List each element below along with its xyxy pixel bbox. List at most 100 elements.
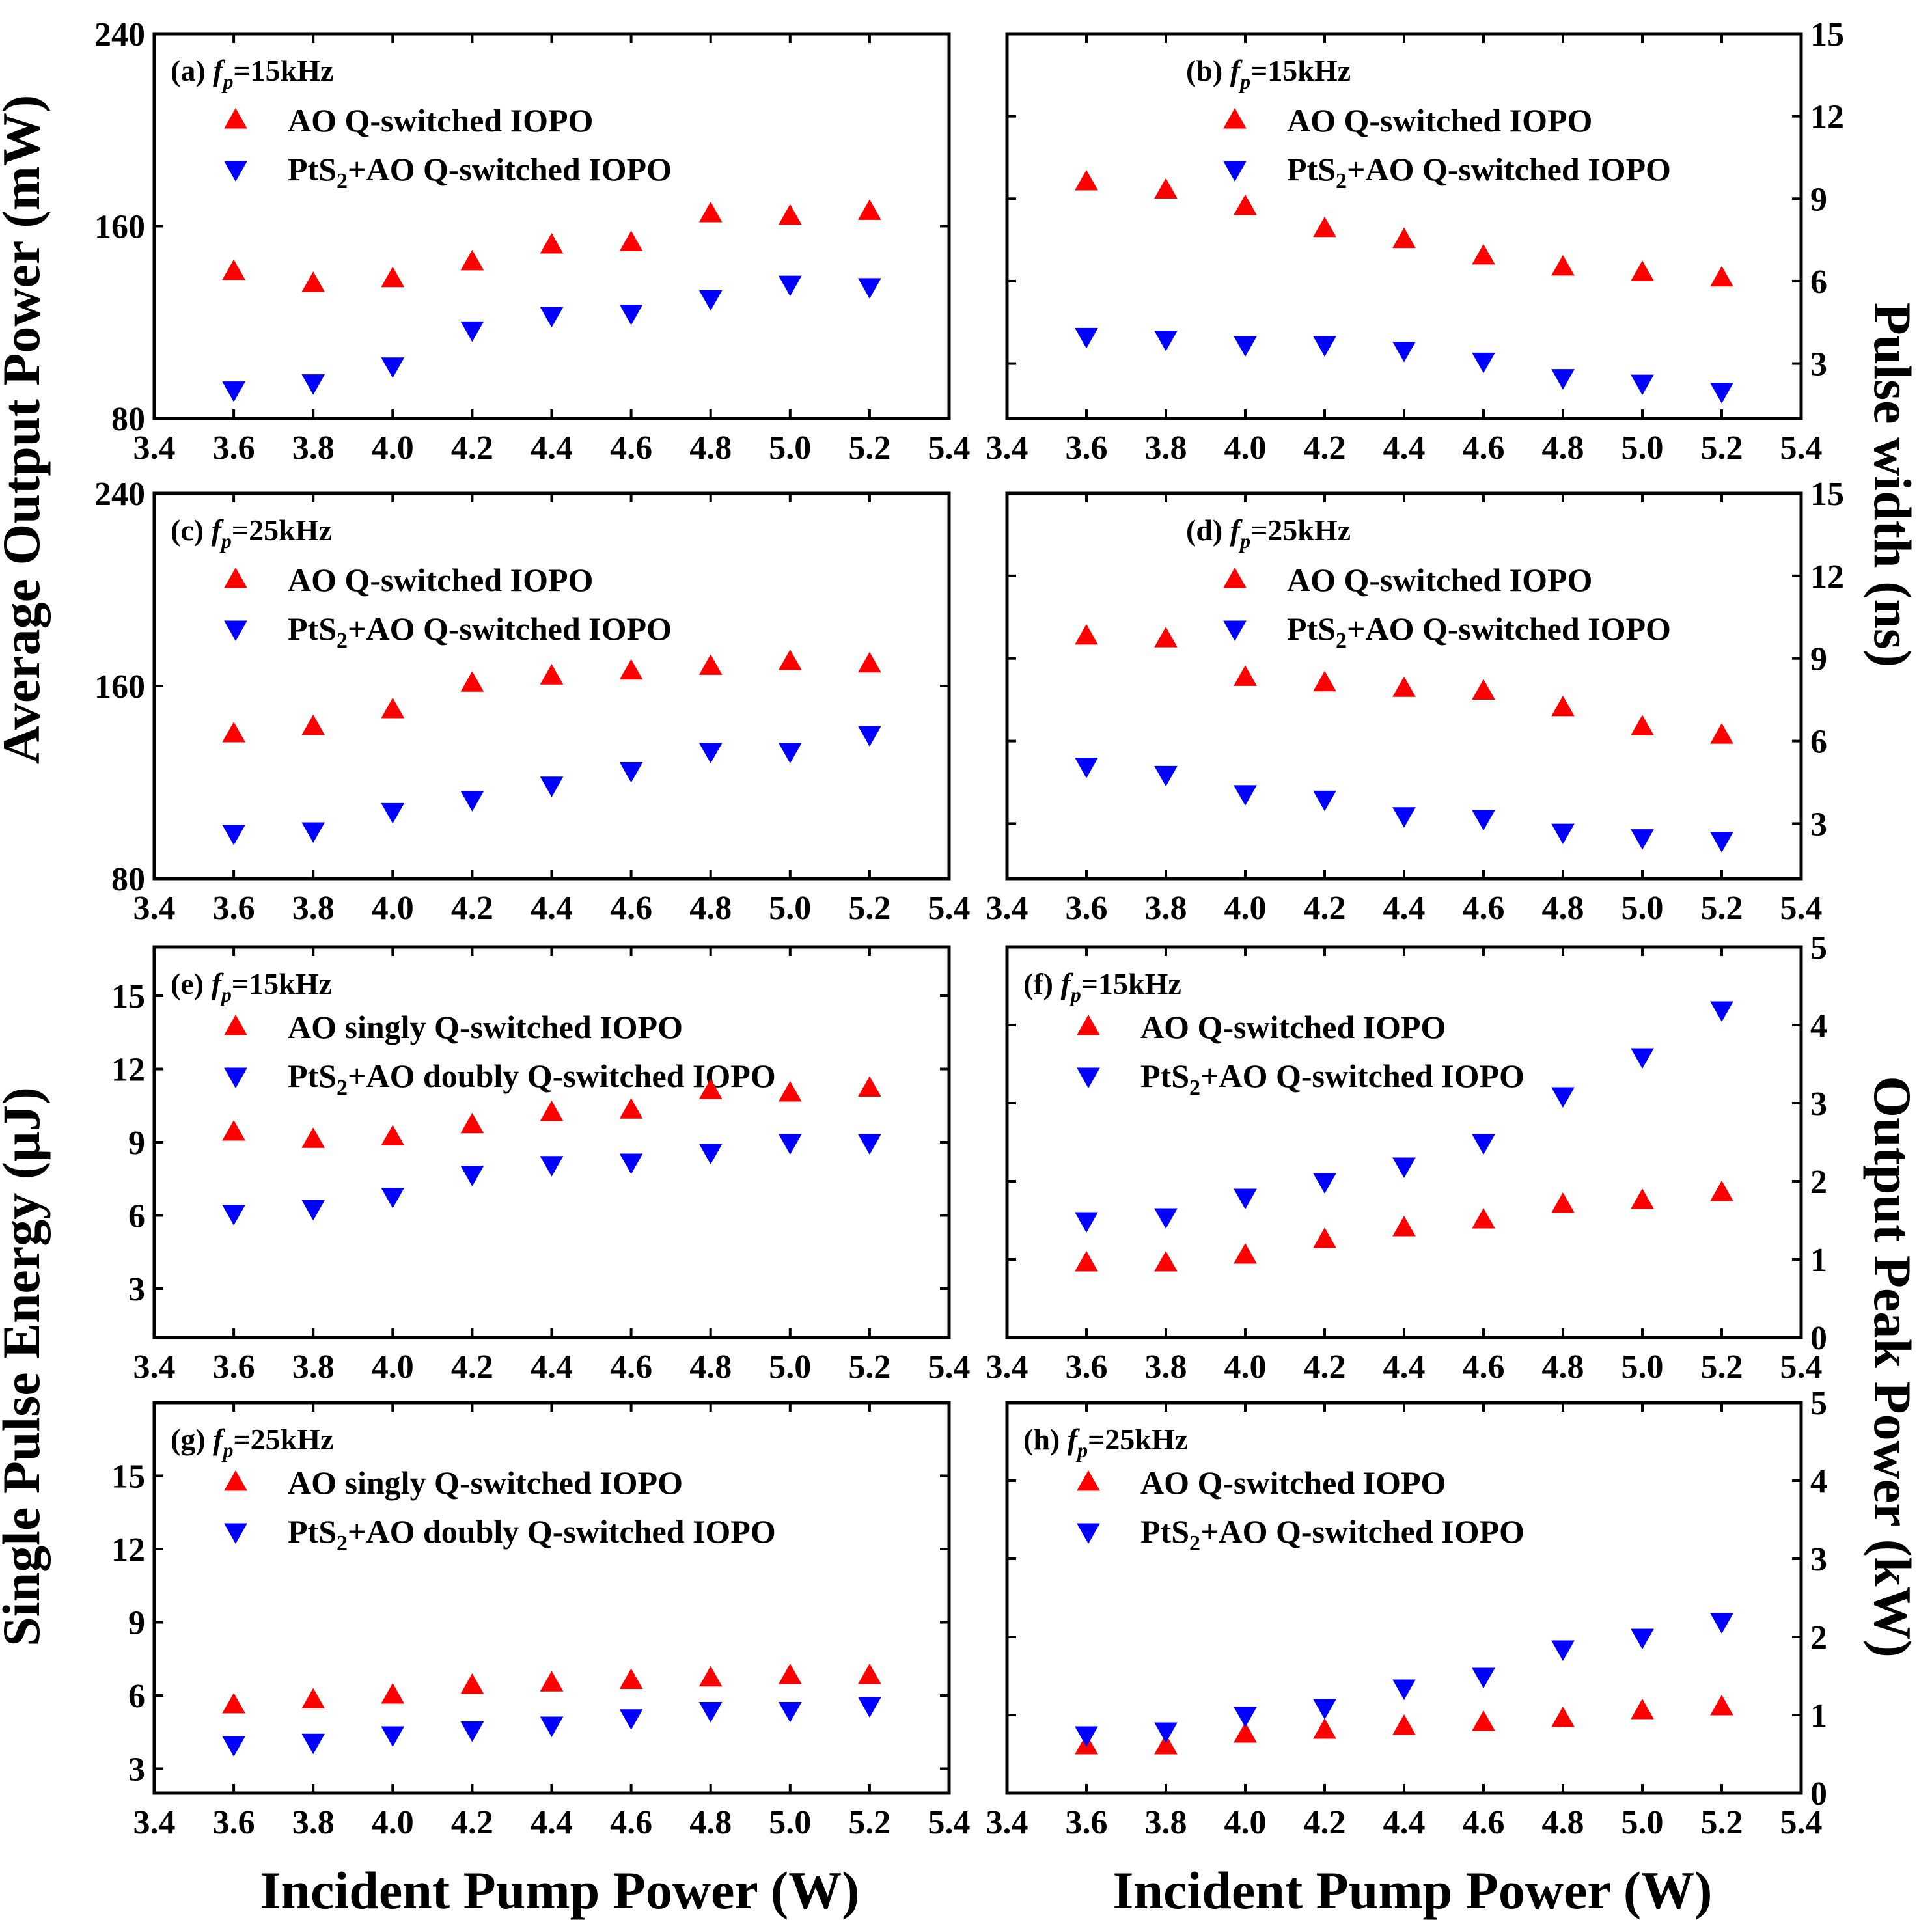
x-tick-label: 3.6 — [1066, 1804, 1108, 1841]
plot-frame — [152, 945, 951, 1339]
y-tick-label: 15 — [111, 1459, 145, 1496]
y-tick-label: 0 — [1810, 1776, 1827, 1813]
legend-marker — [224, 161, 247, 182]
y-tick-label: 80 — [111, 861, 145, 898]
panel-c: 3.4 3.6 3.8 4.0 4.2 4.4 4.6 4.8 5.0 5.2 5.4 80 160 24… — [94, 476, 971, 927]
legend-label-main: AO Q-switched IOPO — [288, 562, 593, 598]
legend-label-main: AO Q-switched IOPO — [1287, 562, 1592, 598]
x-tick-label: 5.0 — [1622, 1804, 1664, 1841]
data-point — [1234, 1188, 1257, 1210]
data-point — [1154, 1208, 1178, 1229]
panel-label-f: f — [213, 54, 226, 87]
x-tick-label: 4.0 — [1224, 430, 1267, 467]
data-point — [222, 381, 245, 402]
data-point — [1234, 1707, 1257, 1728]
xlabel-left: Incident Pump Power (W) — [260, 1861, 860, 1920]
x-tick-label: 3.4 — [133, 1804, 176, 1841]
panel-d: 3.4 3.6 3.8 4.0 4.2 4.4 4.6 4.8 5.0 5.2 5.4 3 6 9 12 15… — [986, 476, 1845, 927]
legend-label: AO singly Q-switched IOPO — [288, 1009, 683, 1045]
y-tick-label: 3 — [128, 1751, 145, 1789]
data-point — [1392, 227, 1416, 249]
x-tick-label: 5.4 — [928, 1349, 971, 1386]
legend-marker — [224, 567, 247, 588]
x-tick-label: 3.4 — [986, 1349, 1028, 1386]
legend-label-main: PtS — [1140, 1058, 1189, 1094]
data-point — [1631, 1628, 1654, 1650]
x-tick-label: 4.0 — [372, 430, 414, 467]
data-point — [222, 1736, 245, 1757]
data-point — [460, 1112, 484, 1134]
data-point — [619, 1098, 643, 1119]
x-tick-label: 3.8 — [1145, 1804, 1187, 1841]
data-point — [778, 649, 802, 670]
data-point — [1234, 336, 1257, 357]
data-point — [1710, 383, 1733, 404]
panel-a: 3.4 3.6 3.8 4.0 4.2 4.4 4.6 4.8 5.0 5.2 5.4 80 160 24… — [94, 16, 971, 467]
panel-label-id: (a) — [171, 54, 213, 87]
data-point — [1710, 1180, 1733, 1201]
panel-label-id: (g) — [171, 1423, 213, 1456]
legend-label: AO Q-switched IOPO — [1140, 1464, 1446, 1501]
panel-label: (g) fp=25kHz — [171, 1423, 333, 1462]
y-tick-label: 6 — [128, 1678, 145, 1715]
legend-label-post: +AO Q-switched IOPO — [348, 151, 672, 187]
x-tick-label: 5.2 — [1701, 1804, 1743, 1841]
data-point — [1472, 352, 1495, 374]
x-tick-label: 5.4 — [1780, 890, 1823, 927]
x-tick-label: 5.2 — [848, 890, 890, 927]
data-point — [1710, 723, 1733, 744]
panel-label-id: (c) — [171, 514, 212, 547]
data-point — [1551, 1087, 1575, 1108]
data-point — [1392, 1157, 1416, 1179]
x-tick-label: 4.2 — [451, 1349, 493, 1386]
panel-label-rest: =25kHz — [232, 514, 332, 547]
y-tick-label: 12 — [1810, 558, 1844, 596]
x-tick-label: 5.0 — [1622, 1349, 1664, 1386]
left-ylabel-top: Average Output Power (mW) — [0, 95, 51, 765]
panel-label: (e) fp=15kHz — [171, 967, 332, 1006]
data-point — [1234, 665, 1257, 686]
legend-label-main: PtS — [288, 151, 337, 187]
data-point — [778, 1663, 802, 1684]
x-tick-label: 5.0 — [769, 890, 811, 927]
data-point — [1075, 169, 1098, 191]
data-point — [1234, 194, 1257, 215]
panel-label: (h) fp=25kHz — [1023, 1423, 1188, 1462]
panel-g: 3.4 3.6 3.8 4.0 4.2 4.4 4.6 4.8 5.0 5.2 5.4 3 6 9 12 15… — [111, 1401, 971, 1841]
x-tick-label: 3.6 — [1066, 430, 1108, 467]
x-tick-label: 4.8 — [1542, 1804, 1584, 1841]
legend-marker — [1077, 1067, 1100, 1089]
panel-label-id: (b) — [1186, 54, 1230, 87]
x-tick-label: 3.8 — [292, 430, 335, 467]
x-tick-label: 4.6 — [610, 1804, 652, 1841]
x-tick-label: 4.8 — [1542, 1349, 1584, 1386]
legend-marker — [1223, 107, 1247, 129]
data-point — [222, 259, 245, 281]
data-point — [619, 1709, 643, 1730]
data-point — [460, 791, 484, 812]
panel-label-sub: p — [221, 1438, 233, 1462]
legend-label: PtS2+AO doubly Q-switched IOPO — [288, 1058, 776, 1100]
panel-label-rest: =25kHz — [1088, 1423, 1188, 1456]
data-point — [1234, 785, 1257, 806]
data-point — [540, 1716, 564, 1738]
y-tick-label: 1 — [1810, 1697, 1827, 1735]
legend-label: AO singly Q-switched IOPO — [288, 1464, 683, 1501]
x-tick-label: 4.4 — [1383, 430, 1426, 467]
y-tick-label: 1 — [1810, 1242, 1827, 1279]
x-tick-label: 4.2 — [1304, 430, 1346, 467]
y-tick-label: 15 — [1810, 476, 1844, 513]
legend-label: PtS2+AO Q-switched IOPO — [1140, 1058, 1525, 1100]
y-tick-label: 9 — [1810, 641, 1827, 678]
data-point — [460, 321, 484, 342]
panel-label-id: (e) — [171, 967, 212, 1000]
x-tick-label: 5.2 — [1701, 890, 1743, 927]
data-point — [1313, 670, 1336, 692]
y-tick-label: 12 — [1810, 99, 1844, 136]
x-tick-label: 5.0 — [769, 430, 811, 467]
panel-label-rest: =15kHz — [233, 54, 333, 87]
x-tick-label: 4.6 — [1463, 430, 1505, 467]
x-tick-label: 4.0 — [372, 1804, 414, 1841]
data-point — [1631, 1188, 1654, 1209]
legend-label: PtS2+AO doubly Q-switched IOPO — [288, 1513, 776, 1556]
